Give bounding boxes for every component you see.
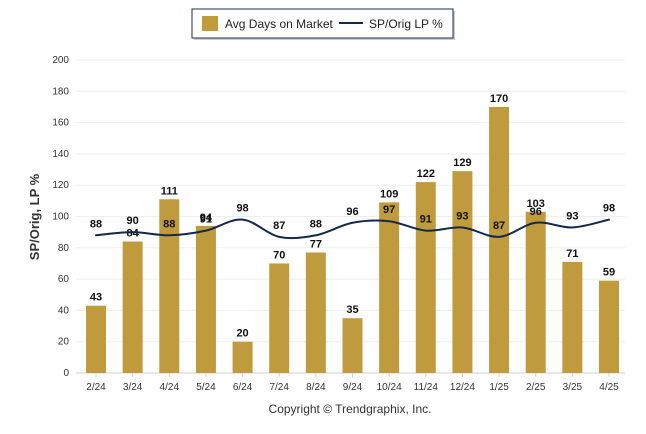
line-series-path <box>95 218 610 240</box>
line-labels: 88 90 88 91 98 87 88 96 97 91 93 87 96 93 98 <box>90 203 615 232</box>
legend: Avg Days on Market SP/Orig LP % <box>191 8 455 40</box>
bar-value-label: 111 <box>161 185 178 197</box>
bar-avg-days <box>525 211 546 373</box>
y-tick-label: 20 <box>58 337 70 348</box>
y-tick-label: 120 <box>52 180 69 191</box>
bar-value-label: 35 <box>346 304 358 316</box>
bar-avg-days <box>342 318 363 373</box>
y-tick-label: 160 <box>52 118 69 129</box>
x-tick-label: 2/25 <box>526 382 546 393</box>
y-tick-label: 180 <box>52 86 69 97</box>
x-tick-label: 3/25 <box>563 382 583 393</box>
x-tick-label: 5/24 <box>196 382 216 393</box>
x-tick-label: 7/24 <box>269 382 289 393</box>
legend-box <box>191 8 454 39</box>
x-ticks: 2/24 3/24 4/24 5/24 6/24 7/24 8/24 9/24 10/24 11/… <box>86 373 619 393</box>
y-tick-label: 80 <box>58 243 70 254</box>
bar-avg-days <box>232 341 253 373</box>
y-tick-label: 200 <box>52 55 69 66</box>
bar-avg-days <box>269 263 290 373</box>
bar-value-label: 70 <box>273 249 285 261</box>
line-value-label: 87 <box>273 220 285 232</box>
copyright-text: Copyright © Trendgraphix, Inc. <box>269 402 432 416</box>
y-axis-title: SP/Orig, LP % <box>27 173 42 260</box>
bar-avg-days <box>195 225 216 373</box>
bar-value-label: 103 <box>527 198 545 210</box>
line-value-label: 96 <box>530 206 542 218</box>
x-tick-label: 1/25 <box>489 382 509 393</box>
bar-value-label: 122 <box>417 168 435 180</box>
line-value-label: 90 <box>127 215 139 227</box>
x-tick-label: 12/24 <box>450 382 475 393</box>
bar-value-label: 71 <box>566 248 578 260</box>
bar-avg-days <box>122 241 143 373</box>
x-tick-label: 2/24 <box>86 382 106 393</box>
x-tick-label: 3/24 <box>123 382 143 393</box>
bar-avg-days <box>562 261 583 373</box>
legend-bar-swatch <box>202 16 218 31</box>
line-value-label: 88 <box>90 218 102 230</box>
line-value-label: 91 <box>420 214 432 226</box>
line-value-label: 96 <box>346 206 358 218</box>
line-series <box>95 218 610 240</box>
y-tick-label: 60 <box>58 274 70 285</box>
bar-avg-days <box>415 182 436 373</box>
x-tick-label: 11/24 <box>414 382 439 393</box>
line-value-label: 88 <box>310 218 322 230</box>
bar-avg-days <box>159 199 180 373</box>
line-value-label: 87 <box>493 220 505 232</box>
bar-avg-days <box>599 280 619 373</box>
y-tick-label: 0 <box>63 368 69 379</box>
x-tick-label: 10/24 <box>377 382 402 393</box>
legend-bar-label: Avg Days on Market <box>225 17 333 31</box>
line-value-label: 88 <box>163 218 175 230</box>
line-value-label: 98 <box>236 203 248 215</box>
legend-line-label: SP/Orig LP % <box>369 17 443 31</box>
bar-value-label: 77 <box>310 238 322 250</box>
bar-avg-days <box>489 106 510 373</box>
line-value-label: 93 <box>566 210 578 222</box>
bar-value-label: 129 <box>453 157 471 169</box>
bar-avg-days <box>452 171 473 373</box>
x-tick-label: 4/25 <box>599 382 619 393</box>
y-tick-label: 100 <box>52 212 69 223</box>
bar-value-label: 20 <box>236 328 248 340</box>
line-value-label: 98 <box>603 203 615 215</box>
y-tick-label: 140 <box>52 149 69 160</box>
y-tick-label: 40 <box>58 305 70 316</box>
x-tick-label: 6/24 <box>233 382 253 393</box>
line-value-label: 91 <box>200 214 212 226</box>
x-tick-label: 9/24 <box>343 382 363 393</box>
bar-value-label: 170 <box>490 93 508 105</box>
bar-value-label: 94 <box>200 212 213 224</box>
bar-value-label: 109 <box>380 188 398 200</box>
bar-labels: 43 84 111 94 20 70 77 35 109 122 129 170 103 71 59 <box>90 93 615 340</box>
y-ticks: 0 20 40 60 80 100 120 140 160 180 200 <box>52 55 69 379</box>
line-value-label: 93 <box>456 210 468 222</box>
bar-avg-days <box>86 305 106 373</box>
bar-value-label: 84 <box>127 228 140 240</box>
bar-avg-days <box>305 252 326 373</box>
x-tick-label: 4/24 <box>160 382 180 393</box>
bars <box>86 106 619 373</box>
x-tick-label: 8/24 <box>306 382 326 393</box>
bar-value-label: 59 <box>603 267 615 279</box>
bar-avg-days <box>379 202 400 373</box>
line-value-label: 97 <box>383 204 395 216</box>
bar-value-label: 43 <box>90 292 102 304</box>
